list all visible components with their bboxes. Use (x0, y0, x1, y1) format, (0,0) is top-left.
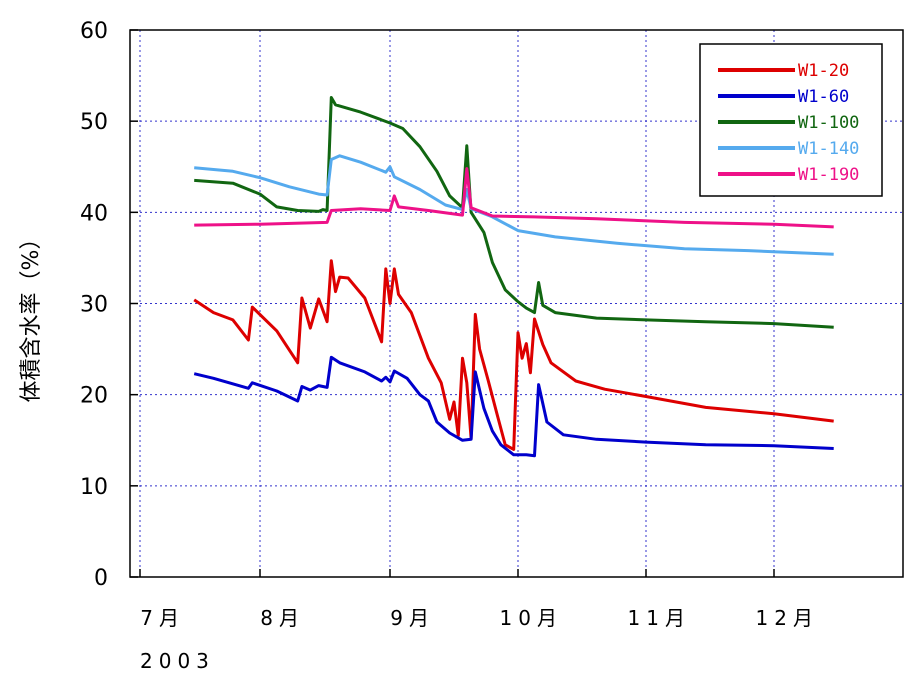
x-tick-label: 11月 (628, 606, 691, 630)
x-axis-ticks: 7月 8月 9月 10月 11月 12月 (139, 569, 819, 630)
y-tick-label: 0 (94, 566, 108, 591)
y-axis-ticks: 0 10 20 30 40 50 60 (80, 19, 138, 591)
series-line-w1-20 (193, 259, 834, 451)
y-tick-label: 10 (80, 475, 108, 500)
series-line-w1-60 (193, 355, 834, 458)
legend-label: W1-100 (798, 113, 859, 133)
series-layer (193, 96, 834, 458)
y-tick-label: 60 (80, 19, 108, 44)
x-tick-label: 12月 (756, 606, 819, 630)
y-tick-label: 30 (80, 293, 108, 318)
year-label: 2003 (140, 649, 215, 673)
legend-label: W1-190 (798, 165, 859, 185)
series-line-w1-140 (194, 154, 834, 256)
x-tick-label: 7月 (140, 606, 185, 630)
y-axis-label: 体積含水率（%） (19, 228, 44, 403)
x-tick-label: 9月 (390, 606, 435, 630)
y-tick-label: 20 (80, 384, 108, 409)
legend: W1-20 W1-60 W1-100 W1-140 W1-190 (699, 43, 883, 197)
y-tick-label: 50 (80, 110, 108, 135)
legend-label: W1-60 (798, 87, 849, 107)
x-tick-label: 8月 (260, 606, 305, 630)
x-tick-label: 10月 (500, 606, 563, 630)
series-line-w1-190 (194, 167, 834, 229)
y-tick-label: 40 (80, 201, 108, 226)
legend-label: W1-20 (798, 61, 849, 81)
legend-label: W1-140 (798, 139, 859, 159)
